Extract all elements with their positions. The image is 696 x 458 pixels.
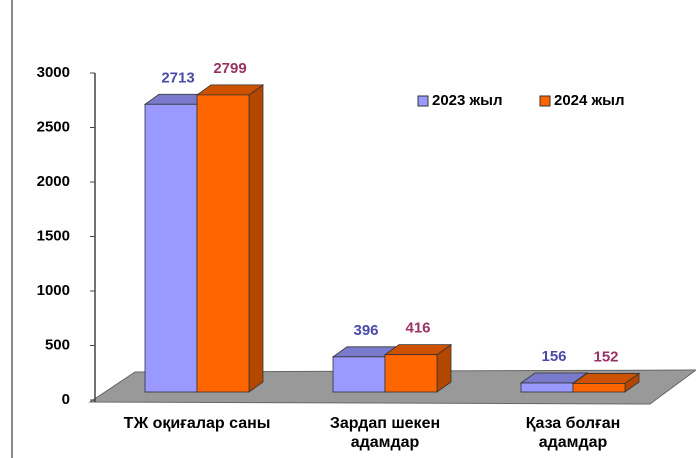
y-tick-label: 1000 — [37, 282, 70, 299]
value-label: 156 — [541, 348, 566, 365]
legend-label: 2023 жыл — [432, 92, 503, 109]
y-tick-label: 2000 — [37, 173, 70, 190]
value-label: 396 — [353, 322, 378, 339]
legend-swatch — [417, 95, 429, 107]
legend-label: 2024 жыл — [554, 92, 625, 109]
y-tick-label: 3000 — [37, 64, 70, 81]
x-tick-label: Зардап шекен адамдар — [329, 415, 441, 451]
value-label: 2713 — [161, 69, 194, 86]
value-label: 416 — [405, 320, 430, 337]
y-tick-label: 2500 — [37, 118, 70, 135]
bar — [144, 103, 198, 393]
value-label: 2799 — [213, 60, 246, 77]
value-label: 152 — [593, 348, 618, 365]
bar — [572, 383, 626, 393]
y-tick-label: 1500 — [37, 227, 70, 244]
bar — [196, 94, 250, 393]
y-tick-label: 500 — [45, 336, 70, 353]
bar-side — [248, 84, 264, 393]
y-tick-label: 0 — [62, 391, 70, 408]
bar — [520, 382, 574, 393]
bar — [332, 356, 386, 393]
bar — [384, 354, 438, 393]
x-tick-label: ТЖ оқиғалар саны — [123, 415, 271, 432]
legend-swatch — [539, 95, 551, 107]
x-tick-label: Қаза болған адамдар — [525, 415, 621, 451]
